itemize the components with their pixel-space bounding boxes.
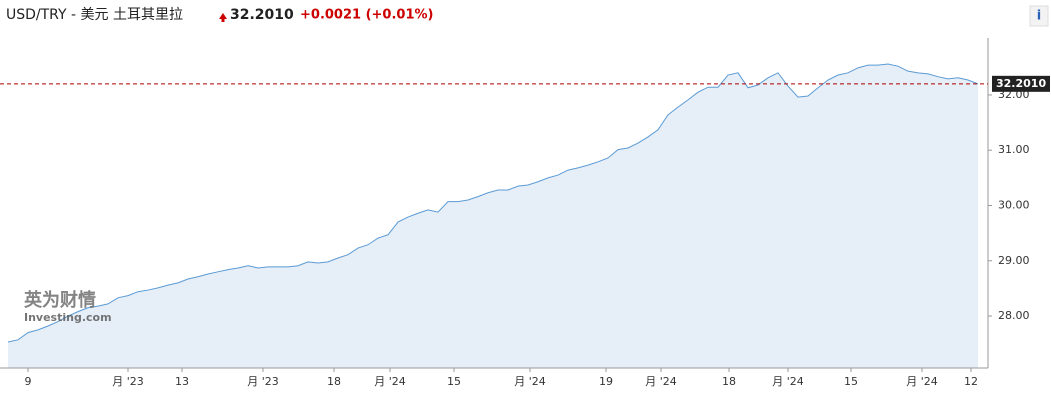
up-arrow (219, 13, 227, 22)
x-tick-label: 13 (175, 375, 189, 388)
x-tick-label: 月 '24 (772, 375, 804, 388)
x-tick-label: 月 '24 (906, 375, 938, 388)
area-fill (8, 63, 978, 369)
x-tick-label: 18 (327, 375, 341, 388)
y-tick-label: 31.00 (998, 143, 1030, 156)
price-change: +0.0021 (+0.01%) (300, 8, 433, 23)
x-tick-label: 月 '23 (247, 375, 279, 388)
x-tick-label: 月 '24 (374, 375, 406, 388)
x-tick-label: 9 (25, 375, 32, 388)
x-tick-label: 月 '24 (514, 375, 546, 388)
x-tick-label: 15 (447, 375, 461, 388)
watermark-site: Investing.com (24, 311, 112, 324)
price-line (7, 63, 979, 343)
x-tick-label: 18 (722, 375, 736, 388)
y-tick-label: 28.00 (998, 309, 1030, 322)
x-tick-label: 月 '24 (645, 375, 677, 388)
x-tick-label: 月 '23 (112, 375, 144, 388)
last-price-tag (992, 75, 1050, 92)
y-tick-label: 29.00 (998, 254, 1030, 267)
price: 32.2010 (230, 7, 294, 23)
y-tick-label: 30.00 (998, 198, 1030, 211)
info-icon[interactable]: i (1037, 9, 1041, 24)
symbol-title: USD/TRY - 美元 土耳其里拉 (6, 7, 183, 23)
x-tick-label: 19 (599, 375, 613, 388)
last-price-label: 32.2010 (996, 77, 1046, 90)
info-button[interactable] (1029, 5, 1049, 27)
x-tick-label: 15 (844, 375, 858, 388)
x-tick-label: 12 (964, 375, 978, 388)
watermark-brand: 英为财情 (23, 289, 96, 311)
